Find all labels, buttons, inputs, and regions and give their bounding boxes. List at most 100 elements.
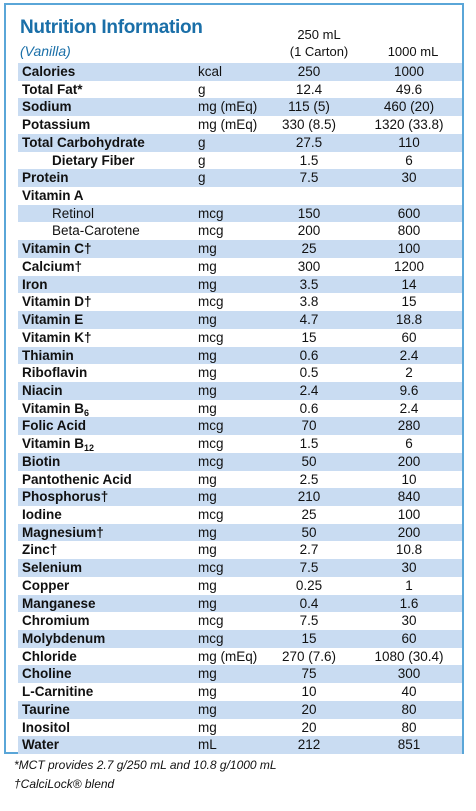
nutrient-name: Biotin — [22, 453, 61, 469]
table-row: Inositol mg 20 80 — [18, 719, 462, 737]
nutrient-name: Vitamin B6 — [22, 400, 90, 418]
nutrient-name: Vitamin K† — [22, 329, 92, 345]
value-1000ml-cell: 30 — [401, 170, 417, 186]
nutrient-name: Pantothenic Acid — [22, 471, 132, 487]
value-250ml-cell: 7.5 — [299, 170, 319, 186]
value-1000ml-cell: 10.8 — [395, 542, 423, 558]
table-row: Iodine mcg 25 100 — [18, 506, 462, 524]
table-row: Copper mg 0.25 1 — [18, 577, 462, 595]
value-250ml-cell: 15 — [301, 329, 317, 345]
value-1000ml-cell: 18.8 — [395, 312, 423, 328]
unit-cell: mcg — [198, 223, 224, 239]
table-row: L-Carnitine mg 10 40 — [18, 683, 462, 701]
unit-cell: g — [198, 81, 206, 97]
nutrient-name: Sodium — [22, 99, 72, 115]
nutrient-name: Copper — [22, 577, 70, 593]
unit-cell: mg — [198, 577, 217, 593]
nutrient-name: Potassium — [22, 117, 91, 133]
unit-cell: mg — [198, 347, 217, 363]
table-row: Vitamin B6 mg 0.6 2.4 — [18, 400, 462, 418]
unit-cell: mg — [198, 701, 217, 717]
nutrient-name: Thiamin — [22, 347, 74, 363]
value-1000ml-cell: 10 — [401, 471, 417, 487]
table-row: Manganese mg 0.4 1.6 — [18, 594, 462, 613]
unit-cell: mcg — [198, 205, 224, 221]
value-1000ml-cell: 9.6 — [399, 382, 419, 398]
value-250ml-cell: 2.5 — [299, 471, 319, 487]
unit-cell: mg — [198, 684, 217, 700]
nutrient-name: Chloride — [22, 648, 77, 664]
nutrient-name: Taurine — [22, 701, 70, 717]
unit-cell: mg (mEq) — [198, 99, 258, 115]
nutrient-name: Water — [22, 737, 60, 753]
value-1000ml-cell: 851 — [397, 737, 421, 753]
table-row: Calories kcal 250 1000 — [18, 63, 462, 81]
value-250ml-cell: 7.5 — [299, 560, 319, 576]
nutrient-name: Iodine — [22, 506, 62, 522]
value-1000ml-cell: 60 — [401, 329, 417, 345]
value-1000ml-cell: 2.4 — [399, 347, 419, 363]
value-250ml-cell: 3.8 — [299, 294, 319, 310]
unit-cell: mg — [198, 719, 217, 735]
table-header: Nutrition Information (Vanilla) 250 mL (… — [6, 5, 462, 63]
nutrient-name: Phosphorus† — [22, 489, 109, 505]
value-250ml-cell: 212 — [297, 737, 321, 753]
value-250ml-cell: 20 — [301, 701, 317, 717]
value-250ml-cell: 0.25 — [295, 577, 323, 593]
unit-cell: mcg — [198, 294, 224, 310]
unit-cell: mcg — [198, 453, 224, 469]
nutrient-name: Inositol — [22, 719, 70, 735]
unit-cell: mcg — [198, 631, 224, 646]
unit-cell: mcg — [198, 506, 224, 522]
value-250ml-cell: 330 (8.5) — [281, 117, 337, 133]
table-row: Folic Acid mcg 70 280 — [18, 417, 462, 436]
table-row: Chromium mcg 7.5 30 — [18, 612, 462, 630]
unit-cell: g — [198, 134, 206, 150]
nutrient-name: Vitamin A — [22, 188, 84, 204]
unit-cell: mg — [198, 365, 217, 381]
value-1000ml-cell: 49.6 — [395, 81, 423, 97]
value-250ml-cell: 10 — [301, 684, 317, 700]
value-1000ml-cell: 1 — [405, 577, 413, 593]
unit-cell: mg — [198, 542, 217, 558]
table-row: Choline mg 75 300 — [18, 665, 462, 684]
table-row: Water mL 212 851 — [18, 736, 462, 755]
unit-cell: mcg — [198, 436, 224, 452]
nutrient-name: Beta-Carotene — [52, 223, 140, 239]
value-1000ml-cell: 460 (20) — [383, 99, 435, 115]
table-row: Vitamin B12 mcg 1.5 6 — [18, 435, 462, 453]
value-1000ml-cell: 6 — [405, 436, 413, 452]
value-1000ml-cell: 6 — [405, 152, 413, 168]
value-250ml-cell: 1.5 — [299, 152, 319, 168]
value-1000ml-cell: 600 — [397, 205, 421, 221]
unit-cell: mcg — [198, 329, 224, 345]
nutrition-panel: Nutrition Information (Vanilla) 250 mL (… — [4, 3, 464, 755]
table-row: Beta-Carotene mcg 200 800 — [18, 222, 462, 240]
value-250ml-cell: 2.7 — [299, 542, 319, 558]
nutrient-table: Calories kcal 250 1000 Total Fat* g 12.4 49.6 So… — [18, 63, 462, 755]
footnote-calcilock: †CalciLock® blend — [14, 777, 115, 791]
value-250ml-cell: 50 — [301, 524, 317, 540]
value-250ml-cell: 0.5 — [299, 365, 319, 381]
nutrient-name: Total Carbohydrate — [22, 134, 145, 150]
unit-cell: g — [198, 170, 206, 186]
value-250ml-cell: 0.4 — [299, 595, 319, 611]
value-1000ml-cell: 800 — [397, 223, 421, 239]
column-1000-header: 1000 mL — [387, 44, 439, 59]
unit-cell: mg — [198, 471, 217, 487]
table-row: Iron mg 3.5 14 — [18, 275, 462, 294]
value-250ml-cell: 50 — [301, 453, 317, 469]
nutrient-name: Dietary Fiber — [52, 152, 135, 168]
table-row: Potassium mg (mEq) 330 (8.5) 1320 (33.8) — [18, 116, 462, 134]
unit-cell: kcal — [198, 64, 223, 79]
unit-cell: mg — [198, 241, 217, 257]
value-1000ml-cell: 300 — [397, 666, 421, 682]
value-1000ml-cell: 80 — [401, 701, 417, 717]
nutrient-name: Calcium† — [22, 258, 83, 274]
table-row: Sodium mg (mEq) 115 (5) 460 (20) — [18, 98, 462, 117]
table-row: Biotin mcg 50 200 — [18, 452, 462, 471]
value-1000ml-cell: 15 — [401, 294, 417, 310]
value-1000ml-cell: 1200 — [393, 258, 425, 274]
table-row: Phosphorus† mg 210 840 — [18, 488, 462, 506]
table-row: Thiamin mg 0.6 2.4 — [18, 346, 462, 365]
